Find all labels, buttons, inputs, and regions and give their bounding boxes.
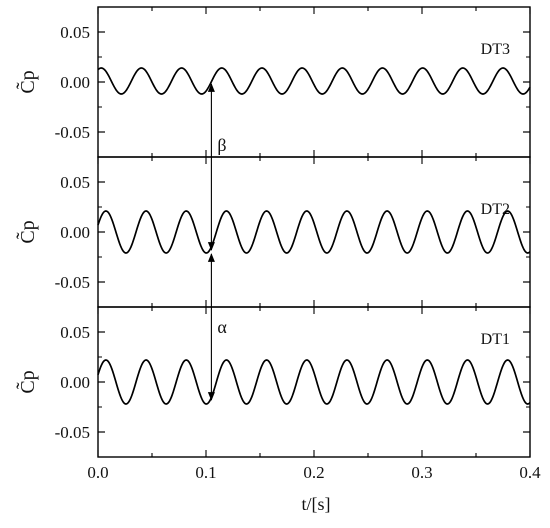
panel-label: DT1 bbox=[481, 331, 510, 348]
y-tick-label: 0.05 bbox=[60, 23, 90, 42]
x-tick-label: 0.1 bbox=[195, 463, 216, 482]
panel-label: DT2 bbox=[481, 201, 510, 218]
signal-curve-dt2 bbox=[97, 210, 531, 254]
panel-frame-dt3 bbox=[97, 6, 531, 158]
y-tick-label: 0.00 bbox=[60, 223, 90, 242]
y-axis-label: C̃p bbox=[15, 220, 39, 243]
y-tick-label: -0.05 bbox=[55, 123, 90, 142]
y-axis-label: C̃p bbox=[15, 70, 39, 93]
signal-curve-dt3 bbox=[97, 67, 531, 95]
y-tick-label: 0.05 bbox=[60, 323, 90, 342]
panel-frame-dt1 bbox=[97, 306, 531, 458]
alpha-label: α bbox=[217, 317, 227, 337]
signal-curve-dt1 bbox=[97, 359, 531, 405]
beta-label: β bbox=[217, 135, 226, 155]
x-tick-label: 0.4 bbox=[519, 463, 541, 482]
y-tick-label: -0.05 bbox=[55, 273, 90, 292]
y-axis-label: C̃p bbox=[15, 370, 39, 393]
x-tick-label: 0.3 bbox=[411, 463, 432, 482]
x-tick-label: 0.2 bbox=[303, 463, 324, 482]
y-tick-label: -0.05 bbox=[55, 423, 90, 442]
panel-label: DT3 bbox=[481, 41, 510, 58]
x-axis-label: t/[s] bbox=[302, 494, 331, 514]
panel-frame-dt2 bbox=[97, 156, 531, 308]
y-tick-label: 0.05 bbox=[60, 173, 90, 192]
y-tick-label: 0.00 bbox=[60, 73, 90, 92]
x-tick-label: 0.0 bbox=[87, 463, 108, 482]
y-tick-label: 0.00 bbox=[60, 373, 90, 392]
